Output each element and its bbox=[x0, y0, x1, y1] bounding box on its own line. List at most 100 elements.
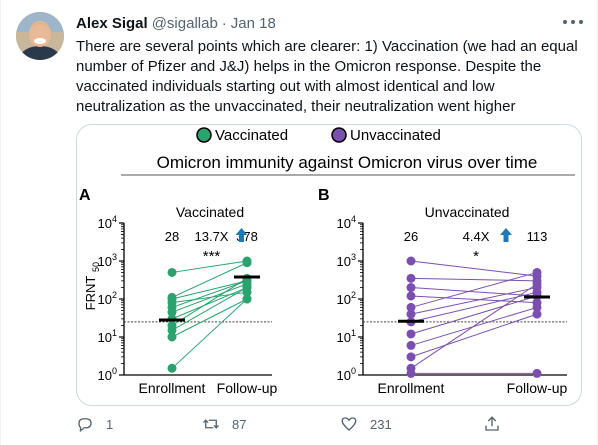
retweet-count: 87 bbox=[232, 416, 247, 432]
data-point-enrollment bbox=[406, 273, 416, 283]
more-icon[interactable] bbox=[563, 14, 583, 30]
data-point-followup bbox=[532, 309, 542, 319]
data-point-enrollment bbox=[406, 309, 416, 319]
pair-line bbox=[410, 271, 538, 308]
more-dot bbox=[571, 20, 575, 24]
avatar-image bbox=[16, 12, 64, 60]
retweet-button[interactable]: 87 bbox=[202, 412, 246, 436]
avatar[interactable] bbox=[16, 12, 64, 60]
pair-line bbox=[171, 260, 248, 273]
timeline-left-border bbox=[0, 0, 1, 445]
retweet-icon bbox=[203, 419, 219, 429]
pair-line bbox=[410, 260, 538, 277]
y-tick-label: 101 bbox=[98, 328, 117, 345]
pair-line bbox=[410, 291, 538, 323]
x-tick-label: Follow-up bbox=[217, 380, 278, 396]
pair-line bbox=[410, 295, 538, 304]
up-arrow-icon bbox=[500, 228, 512, 242]
legend-marker-unvaccinated bbox=[331, 127, 347, 143]
x-tick-label: Enrollment bbox=[378, 380, 445, 396]
pair-line bbox=[410, 313, 538, 358]
y-tick-label: 100 bbox=[98, 366, 117, 383]
tweet-text: There are several points which are clear… bbox=[76, 38, 578, 115]
legend-marker-vaccinated bbox=[196, 127, 212, 143]
y-tick-label: 101 bbox=[337, 328, 356, 345]
more-dot bbox=[563, 20, 567, 24]
data-point-enrollment bbox=[406, 283, 416, 293]
y-tick-label: 103 bbox=[337, 252, 356, 269]
tweet-date[interactable]: Jan 18 bbox=[230, 14, 276, 32]
y-axis-label: FRNT 50 bbox=[83, 262, 101, 310]
pair-line bbox=[171, 287, 248, 320]
pair-line bbox=[171, 280, 248, 300]
y-tick-label: 104 bbox=[337, 214, 356, 231]
pair-line bbox=[171, 283, 248, 313]
data-point-enrollment bbox=[406, 368, 416, 378]
data-point-followup bbox=[532, 279, 542, 289]
panel-letter: A bbox=[79, 187, 91, 204]
count-label-followup: 113 bbox=[527, 229, 548, 244]
data-point-followup bbox=[242, 258, 252, 268]
panel-b: B Unvaccinated 100 101 102 103 104 Enrollment Fo… bbox=[318, 187, 568, 396]
pair-line bbox=[410, 295, 538, 335]
reply-button[interactable]: 1 bbox=[76, 412, 113, 436]
pair-line bbox=[410, 277, 538, 282]
y-tick-label: 100 bbox=[337, 366, 356, 383]
significance-label: *** bbox=[203, 248, 221, 265]
share-button[interactable] bbox=[483, 412, 501, 436]
data-point-followup bbox=[242, 283, 252, 293]
author-handle[interactable]: @sigallab bbox=[151, 14, 218, 32]
fold-change-label: 13.7X bbox=[195, 229, 229, 244]
pair-line bbox=[171, 298, 248, 369]
data-point-enrollment bbox=[167, 332, 177, 342]
count-label-enrollment: 26 bbox=[404, 229, 418, 244]
panel-letter: B bbox=[318, 187, 330, 204]
y-tick-label: 102 bbox=[98, 290, 117, 307]
data-point-followup bbox=[532, 368, 542, 378]
share-icon bbox=[485, 416, 499, 431]
panel-title: Vaccinated bbox=[176, 204, 244, 220]
pair-line bbox=[171, 277, 248, 326]
data-point-enrollment bbox=[406, 340, 416, 350]
panel-title: Unvaccinated bbox=[425, 204, 510, 220]
y-axis-label-main: FRNT bbox=[83, 276, 98, 311]
pair-line bbox=[410, 287, 538, 297]
data-point-enrollment bbox=[167, 363, 177, 373]
data-point-enrollment bbox=[406, 329, 416, 339]
figure-title: Omicron immunity against Omicron virus o… bbox=[157, 153, 538, 172]
pair-line bbox=[171, 287, 248, 331]
y-tick-label: 103 bbox=[98, 252, 117, 269]
panel-a: A Vaccinated 100 101 102 103 104 Enrollment Foll… bbox=[79, 187, 278, 396]
author-name[interactable]: Alex Sigal bbox=[76, 14, 148, 32]
tweet-media[interactable]: Vaccinated Unvaccinated Omicron immunity… bbox=[76, 124, 582, 406]
more-dot bbox=[579, 20, 583, 24]
like-count: 231 bbox=[370, 416, 392, 432]
y-tick-label: 104 bbox=[98, 214, 117, 231]
data-point-followup bbox=[532, 267, 542, 277]
reply-icon bbox=[78, 418, 92, 433]
pair-line bbox=[171, 280, 248, 308]
reply-count: 1 bbox=[106, 416, 114, 432]
figure-image: Vaccinated Unvaccinated Omicron immunity… bbox=[79, 127, 575, 396]
like-button[interactable]: 231 bbox=[340, 412, 392, 436]
up-arrow-icon bbox=[235, 228, 248, 242]
count-label-enrollment: 28 bbox=[165, 229, 179, 244]
legend-label-unvaccinated: Unvaccinated bbox=[350, 127, 441, 144]
tweet-actions: 1 87 231 bbox=[76, 412, 506, 436]
x-tick-label: Follow-up bbox=[507, 380, 568, 396]
y-axis-label-sub: 50 bbox=[91, 262, 101, 272]
pair-line bbox=[410, 283, 538, 369]
x-tick-label: Enrollment bbox=[139, 380, 206, 396]
fold-change-label: 4.4X bbox=[463, 229, 490, 244]
like-icon bbox=[341, 417, 357, 431]
pair-line bbox=[171, 298, 248, 338]
header-separator: · bbox=[221, 14, 227, 32]
data-point-enrollment bbox=[406, 256, 416, 266]
y-tick-label: 102 bbox=[337, 290, 356, 307]
data-point-enrollment bbox=[167, 267, 177, 277]
tweet-header: Alex Sigal @sigallab · Jan 18 bbox=[76, 13, 276, 33]
significance-label: * bbox=[473, 248, 479, 265]
pair-line bbox=[171, 262, 248, 298]
data-point-enrollment bbox=[406, 291, 416, 301]
data-point-enrollment bbox=[406, 352, 416, 362]
